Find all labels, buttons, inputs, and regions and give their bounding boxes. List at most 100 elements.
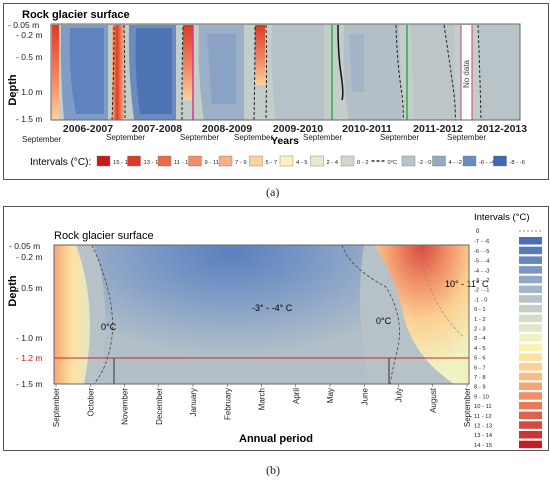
legend-b-swatch [519,382,542,390]
legend-a-label: 11 - 13 [174,160,192,166]
panel-a-year-label: 2010-2011 [342,123,392,135]
legend-a-label: 2 - 4 [327,160,339,166]
panel-b-month-label: January [189,388,198,416]
panel-b-month-label: April [292,388,301,404]
legend-a-swatch [401,155,416,167]
legend-b-label: -5 - -4 [474,259,490,265]
panel-b-month-label: May [326,388,335,403]
panel-b-month-label: June [360,387,369,405]
panel-b-ytick: - 0.2 m [16,252,42,262]
legend-a-label: 5 - 7 [266,160,278,166]
panel-b-legend-title: Intervals (°C) [474,212,530,223]
legend-b-swatch [519,246,542,255]
panel-a-ytick: - 0.2 m [16,30,42,40]
legend-a-label: 15 - 17 [113,160,131,166]
legend-b-label: -4 - -3 [474,268,489,274]
panel-a-zero-isotherm [477,24,482,121]
panel-a-year-label: 2011-2012 [413,123,463,135]
panel-a-month-label: September [22,135,61,144]
panel-a-cold-core [135,28,172,114]
panel-b-label: (b) [266,463,280,477]
panel-b-month-label: October [86,388,95,417]
legend-a-label: 0 - 2 [357,160,369,166]
legend-b-label: -6 - -5 [474,249,489,255]
panel-a-cold-band [271,25,324,120]
panel-b-cold-region [94,245,369,384]
legend-a-label: 4 - 5 [296,160,308,166]
legend-b-label: -7 - -6 [474,239,489,245]
legend-a-swatch [96,155,111,167]
legend-a-label: 13 - 15 [144,160,162,166]
legend-b-label: 13 - 14 [474,433,493,439]
legend-b-swatch [519,411,542,420]
panel-a-chart: Rock glacier surface Depth [3,3,549,180]
legend-b-swatch [519,334,542,342]
panel-a-zero-isotherm [337,24,344,101]
panel-b-month-labels: September October November December January F… [52,384,472,427]
panel-a-cold-core [207,34,236,104]
panel-a-year-label: 2008-2009 [202,123,252,135]
panel-a-year-labels: 2006-2007 2007-2008 2008-2009 2009-2010 … [63,123,527,135]
panel-a-cold-core [349,34,364,92]
legend-a-label: 0°C [388,160,398,166]
legend-a-swatch [157,155,172,167]
panel-b-yticks: - 0.05 m - 0.2 m - 0.5 m - 1.0 m - 1.2 m… [9,241,42,389]
panel-a-warm-band [255,25,265,85]
panel-b-month-label: September [52,388,61,427]
legend-b-label: 6 - 7 [474,365,486,371]
panel-a-cold-band [411,25,456,120]
panel-a-title: Rock glacier surface [22,9,130,21]
legend-a-swatch [462,155,477,167]
legend-b-swatch [519,401,542,410]
legend-b-swatch [519,295,542,303]
legend-b-label: 2 - 3 [474,327,486,333]
legend-b-label: 5 - 6 [474,356,486,362]
panel-a-legend: 15 - 17 13 - 15 11 - 13 9 - 11 7 - 9 5 - 7 4 -… [96,155,525,167]
panel-b-annotation: 0°C [101,322,117,332]
legend-b-swatch [519,237,542,245]
legend-b-swatch [519,431,542,439]
panel-a-zero-isotherm [443,24,456,121]
legend-b-label: -3 - -2 [474,278,489,284]
legend-b-label: 10 - 11 [474,404,492,410]
legend-b-swatch [519,314,542,323]
panel-b-ylabel: Depth [7,275,19,306]
panel-b-xlabel: Annual period [239,433,313,445]
panel-b-ytick: - 1.0 m [16,333,42,343]
legend-a-swatch [127,155,141,167]
panel-a-month-label: September [106,133,145,142]
legend-a-label: 4 - -2 [449,160,463,166]
legend-b-swatch [519,256,542,264]
panel-b-svg: Rock glacier surface Depth 0°C -3° - -4°… [7,212,542,449]
legend-a-swatch [432,155,446,167]
legend-a-swatch [279,155,294,167]
panel-a-year-label: 2006-2007 [63,123,113,135]
panel-b-ytick: - 1.2 m [16,353,42,363]
legend-b-swatch [519,421,542,429]
panel-a-month-label: September [303,133,342,142]
legend-b-label: 8 - 9 [474,385,486,391]
legend-b-swatch [519,440,542,449]
panel-a-year-label: 2007-2008 [132,123,182,135]
panel-a-plot-frame [50,23,521,121]
legend-a-label: -6 - -4 [479,160,495,166]
panel-a-label: (a) [266,185,280,199]
panel-a-month-label: September [380,133,419,142]
panel-b-legend-zero: 0 [476,229,480,235]
panel-b-ytick: - 0.05 m [9,241,40,251]
panel-a-year-label: 2012-2013 [477,123,527,135]
legend-a-label: -8 - -6 [510,160,525,166]
panel-a-ylabel: Depth [7,74,19,105]
legend-b-swatch [519,266,542,274]
panel-b-month-label: March [258,388,267,410]
legend-b-swatch [519,392,542,400]
panel-b-ytick: - 1.5 m [16,379,42,389]
panel-b-zero-isotherm [341,244,400,385]
legend-b-label: -2 - -1 [474,288,489,294]
panel-a-cold-core [69,28,104,114]
panel-b-annotation: -3° - -4° C [252,303,293,313]
panel-b-legend: -7 - -6 -6 - -5 -5 - -4 -4 - -3 -3 - -2 -2 - … [474,237,542,449]
panel-b-month-label: July [395,388,404,402]
panel-a-warm-band [52,25,59,120]
panel-a-zero-isotherm [253,24,256,121]
